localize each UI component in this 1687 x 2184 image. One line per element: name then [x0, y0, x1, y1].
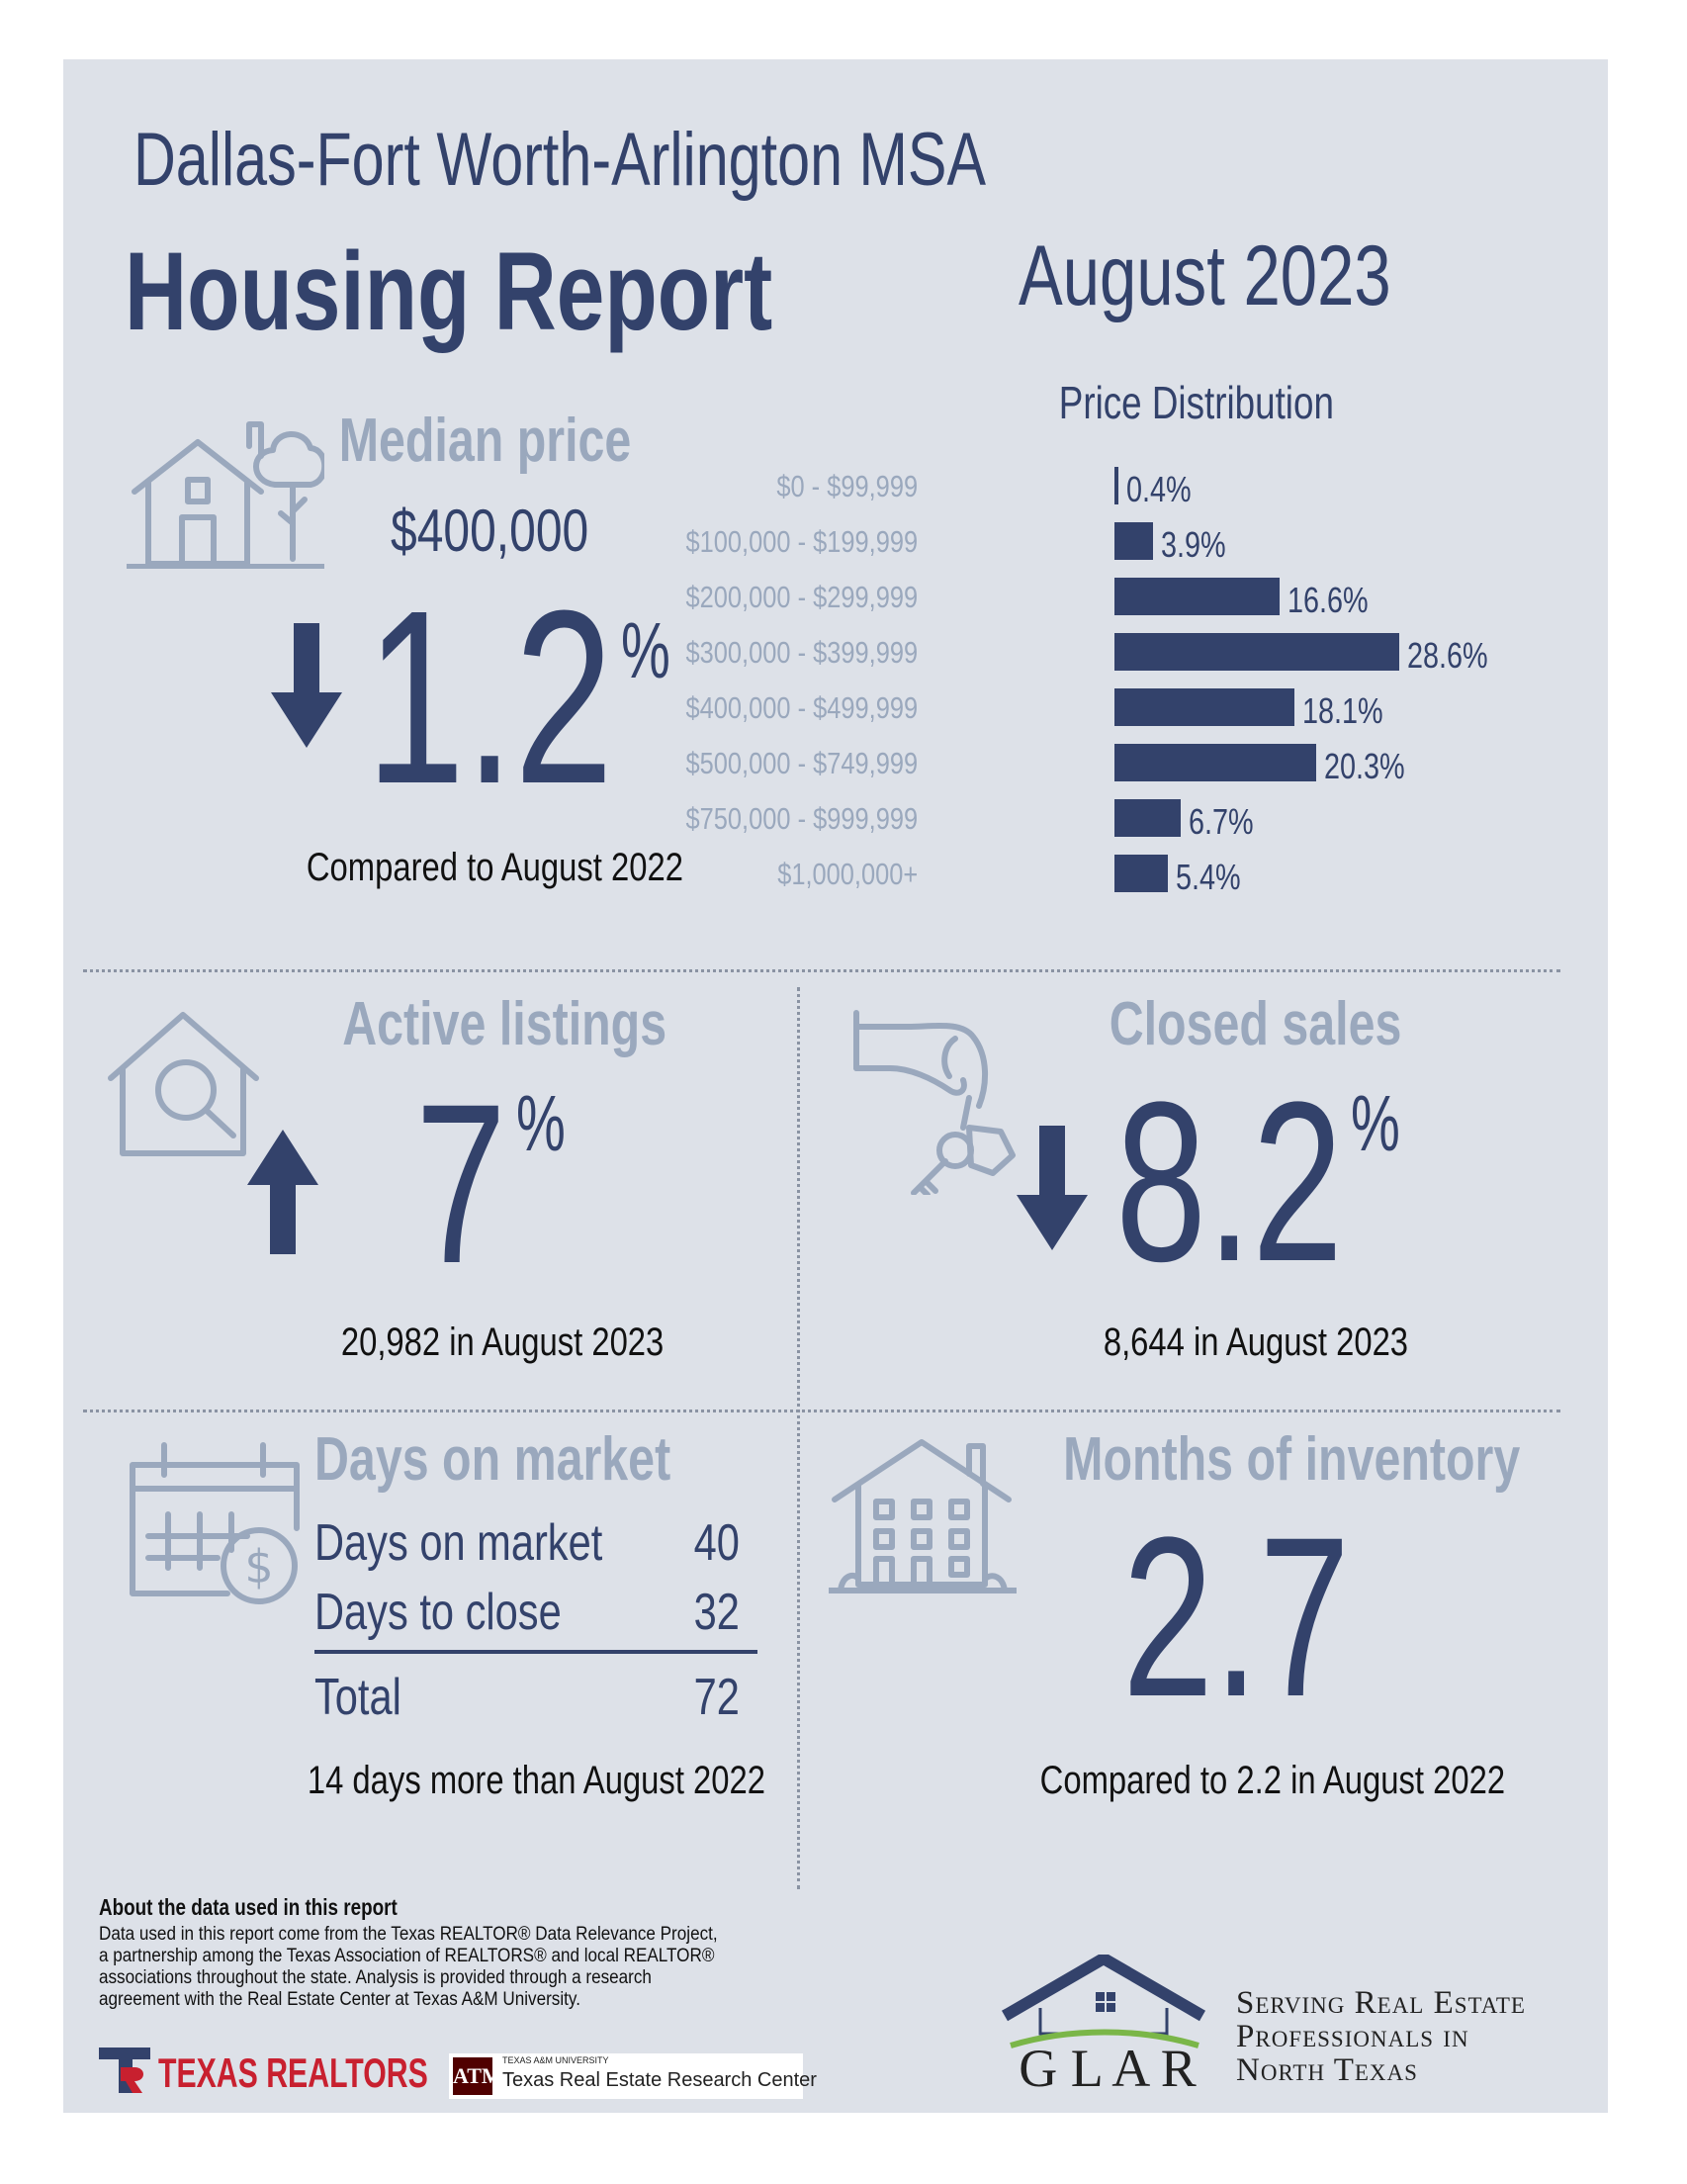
glar-logo-text: G L A R	[1019, 2039, 1197, 2098]
price-dist-bar	[1114, 799, 1182, 837]
region-title: Dallas-Fort Worth-Arlington MSA	[133, 118, 986, 202]
divider-top	[83, 969, 1560, 972]
price-dist-label: $0 - $99,999	[776, 469, 918, 503]
svg-text:$: $	[244, 1540, 273, 1593]
texas-realtors-logo-icon	[99, 2048, 150, 2093]
price-dist-row: $1,000,000+ 5.4%	[777, 853, 1523, 902]
price-dist-label: $750,000 - $999,999	[685, 801, 918, 836]
texas-realtors-logo-text: TEXAS REALTORS	[158, 2049, 428, 2096]
arrow-down-icon	[1017, 1126, 1088, 1250]
about-title: About the data used in this report	[99, 1894, 398, 1920]
report-panel	[63, 59, 1608, 2113]
median-price-caption: Compared to August 2022	[306, 846, 683, 889]
dom-row-days-to-close: Days to close 32	[314, 1584, 740, 1641]
price-dist-value: 3.9%	[1161, 524, 1226, 565]
months-inventory-title: Months of inventory	[1063, 1425, 1521, 1494]
months-inventory-value: 2.7	[1122, 1490, 1351, 1744]
price-dist-label: $100,000 - $199,999	[685, 524, 918, 559]
price-dist-value: 18.1%	[1302, 690, 1383, 731]
price-dist-label: $200,000 - $299,999	[685, 580, 918, 614]
price-dist-row: $400,000 - $499,999 18.1%	[685, 686, 1523, 736]
price-dist-bar	[1114, 633, 1399, 671]
closed-sales-caption: 8,644 in August 2023	[1103, 1320, 1409, 1364]
active-listings-unit: %	[516, 1079, 566, 1167]
median-price-unit: %	[621, 606, 670, 694]
closed-sales-change: 8.2	[1115, 1054, 1344, 1309]
days-on-market-caption: 14 days more than August 2022	[307, 1759, 766, 1802]
price-dist-bar	[1114, 522, 1154, 560]
tamu-center-label: Texas Real Estate Research Center	[502, 2069, 817, 2091]
arrow-up-icon	[247, 1130, 318, 1254]
tamu-university-label: TEXAS A&M UNIVERSITY	[502, 2055, 609, 2065]
closed-sales-title: Closed sales	[1110, 990, 1402, 1058]
price-dist-bar	[1114, 578, 1281, 615]
price-dist-row: $0 - $99,999 0.4%	[776, 465, 1523, 514]
calendar-dollar-icon: $	[130, 1442, 300, 1604]
months-inventory-caption: Compared to 2.2 in August 2022	[1039, 1759, 1506, 1802]
dom-row-total: Total 72	[314, 1669, 740, 1726]
price-dist-value: 20.3%	[1324, 746, 1406, 786]
dom-total-rule	[314, 1650, 757, 1654]
divider-middle	[83, 1410, 1560, 1412]
price-dist-row: $200,000 - $299,999 16.6%	[685, 576, 1523, 625]
dom-row-days-on-market: Days on market 40	[314, 1514, 740, 1572]
price-distribution-title: Price Distribution	[1058, 377, 1335, 428]
price-dist-bar	[1114, 688, 1295, 726]
price-dist-bar	[1114, 855, 1169, 892]
house-search-icon	[108, 1012, 259, 1156]
glar-tagline: Serving Real Estate Professionals in Nor…	[1236, 1985, 1526, 2088]
price-dist-value: 28.6%	[1407, 635, 1488, 676]
closed-sales-unit: %	[1351, 1079, 1400, 1167]
price-dist-row: $100,000 - $199,999 3.9%	[685, 520, 1523, 570]
price-dist-row: $300,000 - $399,999 28.6%	[685, 631, 1523, 681]
hand-keys-icon	[853, 1010, 1016, 1195]
median-price-value: $400,000	[390, 498, 589, 564]
tamu-mark-icon: ATM	[453, 2057, 502, 2095]
divider-vertical	[797, 987, 800, 1889]
price-dist-label: $1,000,000+	[776, 857, 918, 891]
price-dist-row: $500,000 - $749,999 20.3%	[685, 742, 1523, 791]
tamu-logo: ATM TEXAS A&M UNIVERSITY Texas Real Esta…	[449, 2053, 817, 2099]
building-icon	[829, 1439, 1017, 1593]
arrow-down-icon	[271, 623, 342, 748]
median-price-change: 1.2	[366, 559, 614, 835]
price-dist-value: 5.4%	[1176, 857, 1242, 897]
report-title: Housing Report	[125, 229, 773, 353]
price-dist-value: 6.7%	[1189, 801, 1255, 842]
active-listings-caption: 20,982 in August 2023	[340, 1320, 665, 1364]
active-listings-title: Active listings	[342, 990, 667, 1058]
median-price-title: Median price	[338, 407, 631, 475]
price-dist-bar	[1114, 744, 1317, 781]
price-dist-value: 0.4%	[1126, 469, 1192, 509]
about-text: Data used in this report come from the T…	[99, 1924, 718, 2010]
house-tree-icon	[127, 421, 324, 569]
price-dist-value: 16.6%	[1287, 580, 1369, 620]
price-dist-row: $750,000 - $999,999 6.7%	[685, 797, 1523, 847]
price-dist-label: $300,000 - $399,999	[685, 635, 918, 670]
price-dist-bar	[1114, 467, 1119, 504]
days-on-market-title: Days on market	[314, 1425, 671, 1494]
price-dist-label: $400,000 - $499,999	[685, 690, 918, 725]
active-listings-change: 7	[415, 1056, 507, 1311]
report-date: August 2023	[1019, 228, 1391, 323]
price-dist-label: $500,000 - $749,999	[685, 746, 918, 780]
glar-logo-icon	[1001, 1955, 1206, 2048]
